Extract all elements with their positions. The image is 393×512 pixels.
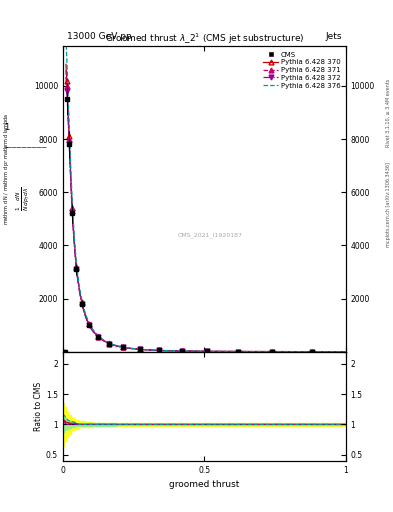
Text: CMS_2021_I1920187: CMS_2021_I1920187 bbox=[178, 232, 242, 239]
Y-axis label: Ratio to CMS: Ratio to CMS bbox=[34, 381, 43, 431]
Y-axis label: $\frac{1}{N}\frac{dN}{dp_T d\lambda}$: $\frac{1}{N}\frac{dN}{dp_T d\lambda}$ bbox=[15, 186, 32, 211]
X-axis label: groomed thrust: groomed thrust bbox=[169, 480, 240, 489]
Text: Jets: Jets bbox=[325, 32, 342, 41]
Text: mcplots.cern.ch [arXiv:1306.3436]: mcplots.cern.ch [arXiv:1306.3436] bbox=[386, 162, 391, 247]
Text: Rivet 3.1.10, ≥ 3.4M events: Rivet 3.1.10, ≥ 3.4M events bbox=[386, 78, 391, 147]
Title: Groomed thrust $\lambda\_2^1$ (CMS jet substructure): Groomed thrust $\lambda\_2^1$ (CMS jet s… bbox=[105, 32, 304, 46]
Legend: CMS, Pythia 6.428 370, Pythia 6.428 371, Pythia 6.428 372, Pythia 6.428 376: CMS, Pythia 6.428 370, Pythia 6.428 371,… bbox=[261, 50, 342, 91]
Text: 13000 GeV pp: 13000 GeV pp bbox=[67, 32, 132, 41]
Text: 1: 1 bbox=[4, 123, 9, 133]
Text: mathrm d N / mathrm d p$_T$ mathrm d lambda: mathrm d N / mathrm d p$_T$ mathrm d lam… bbox=[2, 113, 11, 225]
Text: ─────────────────: ───────────────── bbox=[4, 146, 46, 151]
